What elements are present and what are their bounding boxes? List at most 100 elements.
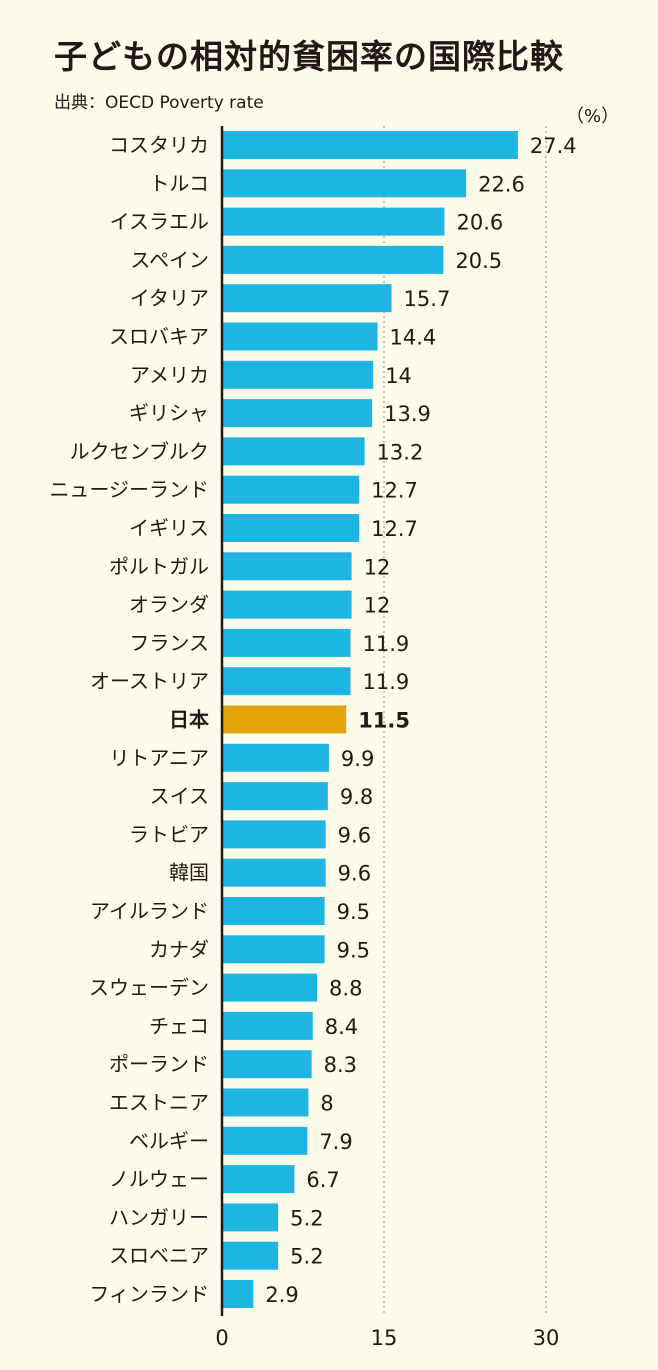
category-label-9: ニュージーランド	[49, 478, 209, 502]
chart-source: 出典：OECD Poverty rate	[54, 93, 264, 113]
value-label-14: 11.9	[363, 670, 410, 694]
grid-layer	[383, 126, 547, 1316]
value-label-4: 15.7	[404, 287, 451, 311]
value-label-6: 14	[385, 364, 412, 388]
bar-10	[222, 514, 360, 542]
category-label-26: ベルギー	[129, 1129, 209, 1153]
category-label-18: ラトビア	[129, 822, 209, 846]
value-label-29: 5.2	[290, 1245, 323, 1269]
value-label-15: 11.5	[358, 709, 410, 733]
bar-14	[222, 667, 351, 696]
bar-18	[222, 820, 326, 849]
bar-30	[222, 1280, 254, 1308]
bar-9	[222, 475, 360, 504]
bar-5	[222, 322, 378, 351]
value-label-19: 9.6	[338, 862, 371, 886]
value-label-10: 12.7	[371, 517, 418, 541]
category-label-23: チェコ	[149, 1014, 209, 1038]
bar-25	[222, 1088, 309, 1117]
bar-28	[222, 1203, 279, 1232]
category-label-6: アメリカ	[130, 363, 209, 387]
value-label-28: 5.2	[290, 1206, 323, 1230]
value-label-30: 2.9	[265, 1283, 298, 1307]
category-label-19: 韓国	[169, 861, 209, 885]
category-label-17: スイス	[150, 784, 209, 808]
value-label-8: 13.2	[377, 440, 424, 464]
bar-6	[222, 360, 374, 389]
category-label-15: 日本	[169, 708, 209, 732]
category-label-5: スロバキア	[109, 325, 209, 349]
value-label-0: 27.4	[530, 134, 577, 158]
bar-19	[222, 858, 326, 887]
category-label-28: ハンガリー	[109, 1205, 209, 1229]
bar-13	[222, 628, 351, 657]
category-label-22: スウェーデン	[89, 976, 209, 1000]
value-label-13: 11.9	[363, 632, 410, 656]
category-label-10: イギリス	[129, 516, 209, 540]
value-label-21: 9.5	[337, 938, 370, 962]
bar-26	[222, 1126, 308, 1155]
category-label-7: ギリシャ	[129, 401, 209, 425]
category-label-25: エストニア	[109, 1091, 209, 1115]
category-label-0: コスタリカ	[109, 133, 209, 157]
category-label-13: フランス	[129, 631, 209, 655]
value-label-25: 8	[320, 1092, 333, 1116]
value-label-12: 12	[364, 594, 391, 618]
category-label-1: トルコ	[149, 171, 209, 195]
x-tick-label-30: 30	[533, 1326, 560, 1350]
category-label-12: オランダ	[129, 593, 209, 617]
x-tick-label-15: 15	[371, 1326, 398, 1350]
category-label-30: フィンランド	[89, 1282, 209, 1306]
chart-title: 子どもの相対的貧困率の国際比較	[54, 37, 564, 76]
value-label-16: 9.9	[341, 747, 374, 771]
value-label-24: 8.3	[324, 1053, 357, 1077]
category-label-8: ルクセンブルク	[70, 439, 209, 463]
category-label-16: リトアニア	[109, 746, 209, 770]
bar-27	[222, 1165, 295, 1194]
bar-22	[222, 973, 318, 1002]
value-label-17: 9.8	[340, 785, 373, 809]
category-label-20: アイルランド	[90, 899, 209, 923]
category-label-2: イスラエル	[110, 210, 209, 234]
value-label-27: 6.7	[306, 1168, 339, 1192]
bar-12	[222, 590, 352, 619]
value-label-11: 12	[364, 555, 391, 579]
bar-3	[222, 245, 444, 274]
bar-4	[222, 284, 392, 313]
x-tick-label-0: 0	[215, 1326, 228, 1350]
value-label-20: 9.5	[337, 900, 370, 924]
value-label-7: 13.9	[384, 402, 431, 426]
bar-17	[222, 782, 328, 811]
category-label-3: スペイン	[130, 248, 209, 272]
bar-8	[222, 437, 365, 466]
category-label-21: カナダ	[149, 937, 209, 961]
bar-1	[222, 169, 467, 198]
value-label-23: 8.4	[325, 1015, 358, 1039]
bar-21	[222, 935, 325, 964]
bar-20	[222, 897, 325, 925]
bar-16	[222, 743, 329, 772]
value-label-2: 20.6	[456, 211, 503, 235]
bar-layer: コスタリカ 27.4 トルコ 22.6 イスラエル 20.6 スペイン 20.5 イタリア 15.…	[49, 131, 577, 1308]
tick-layer: 0 15 30	[215, 1326, 559, 1350]
bar-15	[222, 705, 347, 734]
value-label-1: 22.6	[478, 172, 525, 196]
unit-label: （%）	[566, 106, 620, 127]
value-label-5: 14.4	[390, 326, 437, 350]
bar-0	[222, 131, 518, 159]
bar-7	[222, 399, 373, 428]
category-label-4: イタリア	[130, 286, 209, 310]
category-label-24: ポーランド	[109, 1052, 209, 1076]
bar-23	[222, 1011, 313, 1040]
bar-2	[222, 207, 445, 236]
category-label-11: ポルトガル	[109, 554, 209, 578]
value-label-3: 20.5	[455, 249, 502, 273]
value-label-22: 8.8	[329, 977, 362, 1001]
category-label-29: スロベニア	[109, 1244, 209, 1268]
value-label-26: 7.9	[319, 1130, 352, 1154]
value-label-9: 12.7	[371, 479, 418, 503]
bar-29	[222, 1241, 279, 1270]
category-label-27: ノルウェー	[109, 1167, 209, 1191]
value-label-18: 9.6	[338, 823, 371, 847]
